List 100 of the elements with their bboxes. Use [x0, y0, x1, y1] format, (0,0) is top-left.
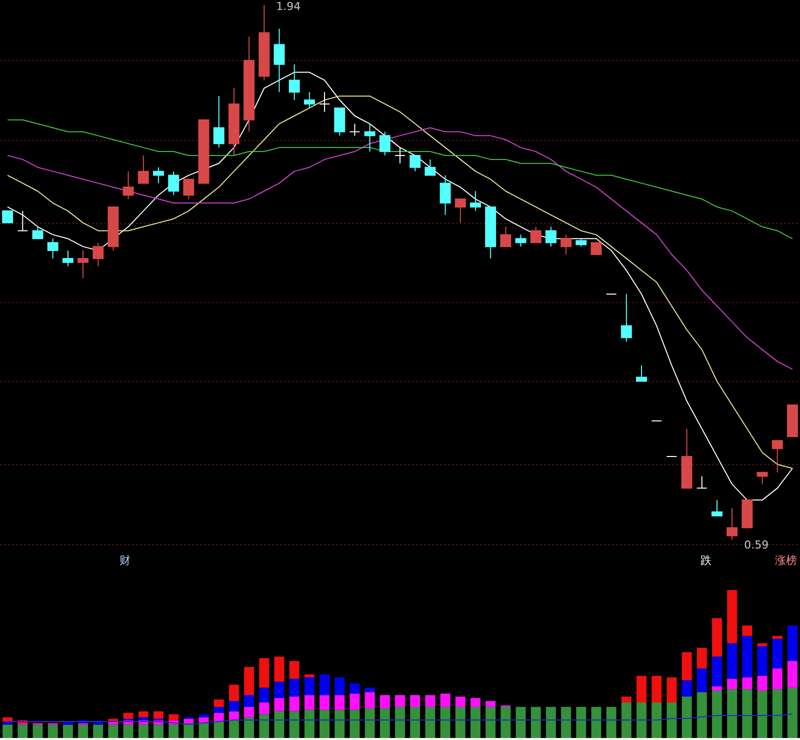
bar [228, 684, 239, 701]
bar [228, 720, 239, 738]
bar [455, 696, 466, 707]
candlestick [364, 123, 376, 152]
candlestick [379, 131, 390, 156]
bar [274, 711, 284, 738]
bar [440, 694, 450, 707]
bar [727, 590, 738, 644]
bar [214, 700, 224, 707]
bar [486, 701, 496, 707]
bar [636, 702, 646, 738]
candlestick [138, 154, 149, 184]
bar [123, 712, 134, 719]
bar [244, 666, 254, 696]
bar [682, 652, 692, 680]
bar [289, 711, 300, 738]
bar [108, 724, 118, 738]
candlestick [410, 154, 421, 172]
candlestick [560, 234, 572, 255]
bar [364, 692, 375, 708]
candlestick [47, 238, 58, 259]
candlestick [545, 226, 556, 248]
candlestick [92, 242, 104, 267]
bar [123, 724, 134, 738]
bar [154, 711, 164, 719]
bar [198, 723, 209, 738]
bar [772, 638, 782, 668]
bar [334, 710, 345, 738]
bar [168, 724, 179, 738]
bar [470, 698, 480, 707]
candlestick [288, 64, 300, 101]
bar [757, 690, 768, 738]
bar [682, 680, 692, 697]
annotation: 1.94 [276, 0, 301, 13]
bar [591, 706, 602, 738]
bar [757, 676, 768, 691]
candlestick [440, 174, 451, 216]
candlestick [213, 96, 224, 148]
text: 涨榜 [775, 554, 797, 567]
bar [712, 618, 722, 657]
bar [652, 676, 662, 702]
bar [696, 692, 707, 738]
bar [712, 656, 722, 686]
bar [666, 702, 677, 738]
candlestick [530, 226, 542, 244]
bar [244, 717, 254, 738]
bar [2, 724, 13, 738]
bar [772, 636, 782, 639]
bar [425, 695, 436, 707]
bar [138, 711, 148, 718]
text: 跌 [700, 554, 712, 567]
bar [696, 648, 707, 668]
bar [304, 710, 314, 738]
bar [274, 698, 284, 712]
bar [274, 682, 284, 698]
bar [621, 702, 632, 738]
bar [214, 722, 224, 738]
bar [727, 643, 738, 679]
bar [32, 724, 43, 738]
candlestick [349, 123, 360, 136]
bar [289, 661, 300, 679]
bar [410, 706, 420, 738]
bar [350, 683, 360, 694]
bar [546, 706, 556, 738]
candlestick [2, 210, 14, 224]
candlestick [78, 250, 88, 279]
bar [395, 706, 405, 738]
bar [304, 677, 314, 696]
bar [18, 724, 28, 738]
text: 财 [120, 554, 130, 567]
bar [380, 708, 390, 738]
candlestick [394, 147, 406, 164]
bar [380, 695, 390, 708]
bar [530, 706, 541, 738]
bar [304, 695, 314, 710]
candlestick [334, 107, 346, 136]
bar [772, 689, 782, 738]
bar [787, 661, 798, 688]
bar [787, 626, 798, 662]
bar [712, 686, 722, 691]
bar [787, 688, 798, 738]
bar [757, 646, 768, 676]
candlestick [515, 234, 526, 248]
candlestick [304, 92, 315, 108]
bar [93, 724, 104, 738]
bar [48, 724, 58, 738]
candlestick [122, 170, 134, 200]
candlestick [772, 440, 783, 473]
bar [364, 708, 375, 738]
bar [772, 668, 782, 690]
candlestick [636, 364, 647, 382]
bar [410, 695, 420, 707]
candlestick [62, 250, 74, 267]
bar [742, 636, 752, 678]
candlestick [756, 472, 768, 485]
bar [470, 706, 480, 738]
candlestick [424, 158, 436, 176]
bar [500, 706, 511, 738]
bar [516, 706, 526, 738]
annotation: 0.59 [744, 538, 769, 552]
